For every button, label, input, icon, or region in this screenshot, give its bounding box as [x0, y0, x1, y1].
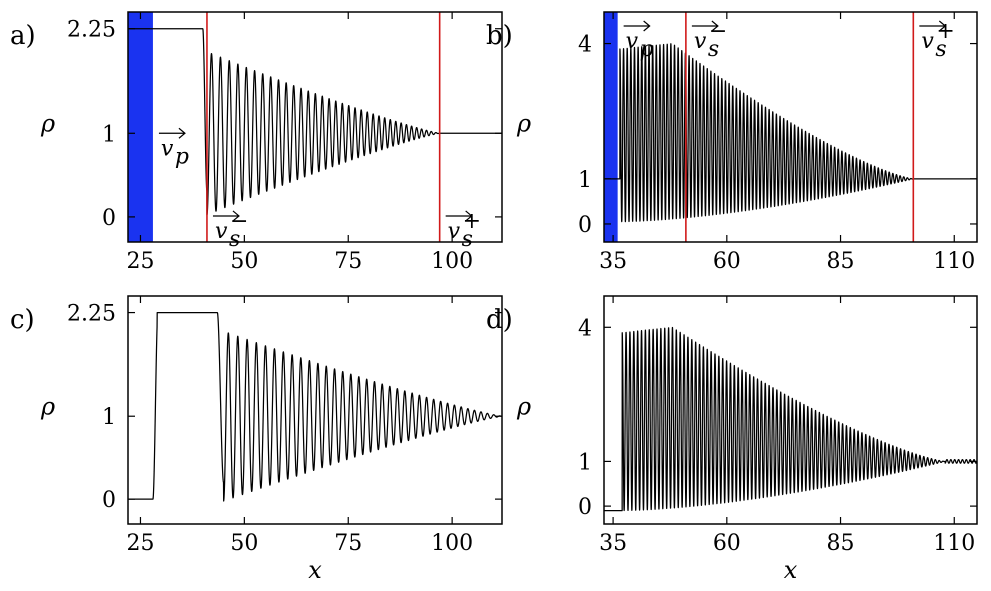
axes-frame-b [603, 11, 978, 243]
x-tick-label-d-2: 85 [827, 531, 855, 556]
axes-frame-d [603, 295, 978, 525]
panel-label-a: a) [10, 21, 36, 51]
vector-symbol: v [694, 29, 707, 54]
vector-label-a-1: v s− [212, 209, 248, 252]
x-tick-label-d-1: 60 [713, 531, 741, 556]
vector-arrow [919, 20, 947, 32]
vector-symbol: v [921, 29, 934, 54]
vector-label-b-2: v s+ [919, 19, 955, 62]
vector-subscript: s [229, 227, 240, 252]
panel-c: 25 50 75 100 0 1 2.25 c) ρ x [10, 295, 503, 584]
x-tick-label-d-0: 35 [599, 531, 627, 556]
vector-arrow [691, 20, 719, 32]
vector-subscript: p [640, 37, 654, 62]
axes-frame-c [127, 295, 503, 525]
x-tick-label-a-1: 50 [230, 249, 258, 274]
vector-arrow [623, 20, 651, 32]
vector-arrow [212, 210, 240, 222]
x-tick-label-b-2: 85 [827, 249, 855, 274]
vector-label-a-2: v s+ [445, 209, 481, 252]
x-tick-label-c-2: 75 [334, 531, 362, 556]
y-tick-label-d-2: 4 [578, 316, 592, 341]
vector-label-b-1: v s− [691, 19, 727, 62]
vector-subscript: s [708, 37, 719, 62]
x-tick-label-c-1: 50 [230, 531, 258, 556]
piston-b [604, 12, 618, 242]
y-axis-label-b: ρ [516, 110, 531, 138]
vector-superscript: − [230, 209, 248, 234]
y-tick-label-c-1: 1 [102, 405, 116, 430]
vector-symbol: v [161, 136, 174, 161]
vector-arrow [445, 210, 473, 222]
x-tick-label-a-2: 75 [334, 249, 362, 274]
panel-label-c: c) [10, 305, 35, 335]
vector-symbol: v [215, 219, 228, 244]
density-curve-b [604, 43, 977, 223]
x-tick-label-a-0: 25 [126, 249, 154, 274]
y-tick-label-b-0: 0 [578, 213, 592, 238]
panel-label-d: d) [486, 305, 513, 335]
vector-superscript: + [463, 209, 481, 234]
y-tick-label-c-2: 2.25 [67, 302, 116, 327]
x-tick-label-b-0: 35 [599, 249, 627, 274]
x-tick-label-d-3: 110 [933, 531, 975, 556]
y-tick-label-b-2: 4 [578, 33, 592, 58]
piston-a [128, 12, 153, 242]
vector-superscript: − [709, 19, 727, 44]
x-tick-label-c-3: 100 [431, 531, 473, 556]
vector-subscript: p [175, 144, 189, 169]
y-tick-label-d-1: 1 [578, 450, 592, 475]
vector-arrow [158, 127, 186, 139]
y-tick-label-d-0: 0 [578, 495, 592, 520]
x-tick-label-b-3: 110 [933, 249, 975, 274]
y-axis-label-a: ρ [40, 110, 55, 138]
y-tick-label-a-2: 2.25 [67, 18, 116, 43]
panel-label-b: b) [486, 21, 513, 51]
density-curve-a [128, 28, 502, 216]
vector-subscript: s [935, 37, 946, 62]
y-axis-label-c: ρ [40, 393, 55, 421]
x-tick-label-c-0: 25 [126, 531, 154, 556]
x-axis-label-d: x [784, 556, 798, 584]
y-tick-label-c-0: 0 [102, 488, 116, 513]
x-tick-label-a-3: 100 [431, 249, 473, 274]
density-curve-c [128, 311, 502, 502]
panel-d: 35 60 85 110 0 1 4 d) ρ x [486, 295, 978, 584]
vector-symbol: v [626, 29, 639, 54]
vector-symbol: v [448, 219, 461, 244]
x-tick-label-b-1: 60 [713, 249, 741, 274]
y-tick-label-a-0: 0 [102, 206, 116, 231]
density-curve-d [604, 326, 977, 512]
y-axis-label-d: ρ [516, 393, 531, 421]
x-axis-label-c: x [308, 556, 322, 584]
vector-superscript: + [936, 19, 954, 44]
axes-frame-a [127, 11, 503, 243]
y-tick-label-b-1: 1 [578, 168, 592, 193]
vector-subscript: s [462, 227, 473, 252]
y-tick-label-a-1: 1 [102, 122, 116, 147]
